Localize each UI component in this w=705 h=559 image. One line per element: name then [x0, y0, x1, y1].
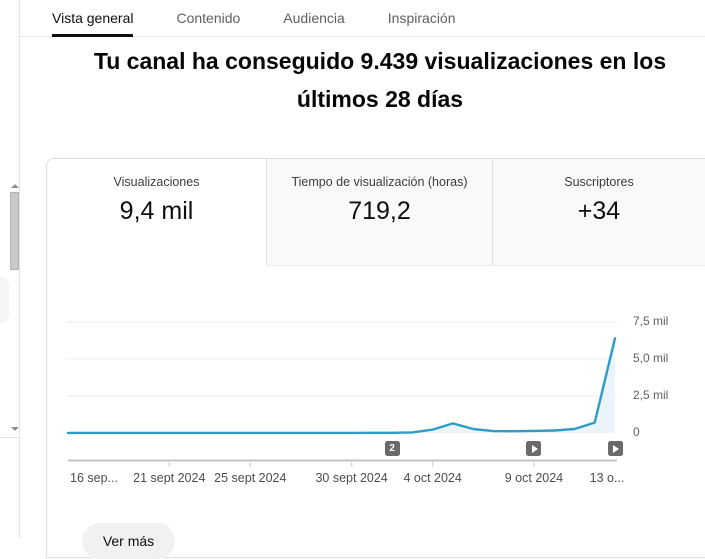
left-panel-divider — [19, 0, 20, 538]
analytics-tab-bar: Vista general Contenido Audiencia Inspir… — [20, 0, 705, 37]
tab-label: Inspiración — [387, 10, 456, 26]
metric-value: 9,4 mil — [119, 197, 194, 225]
published-video-badge[interactable] — [607, 441, 623, 456]
tab-label: Contenido — [176, 10, 241, 26]
metric-tab-visualizaciones[interactable]: Visualizaciones 9,4 mil — [47, 159, 267, 266]
x-axis-tick-label: 25 sept 2024 — [214, 471, 287, 485]
tab-audiencia[interactable]: Audiencia — [283, 0, 345, 36]
scrollbar-thumb[interactable] — [10, 192, 19, 270]
left-panel-item-fragment — [0, 277, 9, 323]
page-title-line2: últimos 28 días — [296, 86, 464, 112]
x-axis-tick-label: 9 oct 2024 — [504, 471, 564, 485]
tab-label: Audiencia — [283, 10, 345, 26]
metric-tab-suscriptores[interactable]: Suscriptores +34 — [493, 159, 705, 266]
x-axis-tick-label: 21 sept 2024 — [133, 471, 206, 485]
active-tab-underline — [52, 34, 134, 37]
play-icon — [613, 444, 619, 453]
tab-contenido[interactable]: Contenido — [176, 0, 240, 36]
published-video-badge[interactable] — [526, 441, 542, 456]
y-axis-tick-label: 2,5 mil — [633, 388, 669, 402]
metric-label: Suscriptores — [564, 175, 634, 189]
see-more-button[interactable]: Ver más — [82, 523, 175, 559]
see-more-label: Ver más — [102, 533, 155, 549]
page-title-line1: Tu canal ha conseguido 9.439 visualizaci… — [93, 48, 667, 74]
published-videos-count-badge[interactable]: 2 — [384, 441, 400, 456]
left-panel-bottom-border — [0, 437, 20, 438]
y-axis-tick-label: 0 — [633, 425, 640, 439]
x-axis-tick-label: 13 o... — [589, 471, 625, 485]
x-axis-tick-label: 30 sept 2024 — [315, 471, 388, 485]
tab-inspiracion[interactable]: Inspiración — [388, 0, 456, 36]
metric-tab-tiempo-visualizacion[interactable]: Tiempo de visualización (horas) 719,2 — [267, 159, 493, 266]
play-icon — [531, 444, 538, 453]
chart-hover-region[interactable] — [68, 270, 615, 433]
metric-value: +34 — [577, 197, 621, 225]
y-axis-tick-label: 7,5 mil — [633, 314, 669, 328]
scrollbar-up-arrow-icon[interactable] — [11, 184, 19, 188]
y-axis-tick-label: 5,0 mil — [633, 351, 669, 365]
tab-label: Vista general — [52, 10, 134, 26]
x-axis-tick-label: 16 sep... — [70, 471, 118, 485]
x-axis-tick-label: 4 oct 2024 — [403, 471, 462, 485]
metric-label: Visualizaciones — [113, 175, 200, 189]
tab-vista-general[interactable]: Vista general — [52, 0, 134, 37]
metric-label: Tiempo de visualización (horas) — [291, 175, 468, 189]
scrollbar-down-arrow-icon[interactable] — [11, 427, 19, 431]
metric-tab-row: Visualizaciones 9,4 mil Tiempo de visual… — [47, 159, 705, 266]
metric-value: 719,2 — [348, 197, 411, 225]
page-title: Tu canal ha conseguido 9.439 visualizaci… — [50, 42, 705, 118]
